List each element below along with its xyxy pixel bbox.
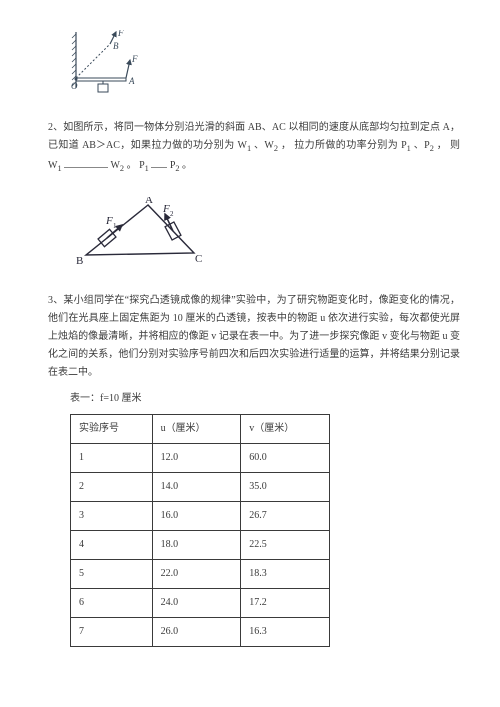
table-1: 实验序号u（厘米）v（厘米） 112.060.0214.035.0316.026… [70,414,330,647]
table1-cell-5-2: 17.2 [241,588,330,617]
table1-cell-3-0: 4 [71,530,153,559]
table1-cell-5-0: 6 [71,588,153,617]
table-row: 214.035.0 [71,472,330,501]
table1-cell-2-1: 16.0 [152,501,241,530]
table-row: 418.022.5 [71,530,330,559]
q2-text-d: 、P [414,140,430,151]
table-row: 522.018.3 [71,559,330,588]
q2-text-f: W [110,160,119,171]
question-3: 3、某小组同学在“探究凸透镜成像的规律”实验中，为了研究物距变化时，像距变化的情… [48,292,460,382]
q3-text: 3、某小组同学在“探究凸透镜成像的规律”实验中，为了研究物距变化时，像距变化的情… [48,295,460,378]
svg-text:F: F [131,54,138,64]
figure-pulley: OABFF [70,30,460,109]
table1-cell-4-0: 5 [71,559,153,588]
table1-cell-2-2: 26.7 [241,501,330,530]
svg-text:A: A [128,76,135,86]
svg-text:1: 1 [113,222,117,230]
q2-s8: 2 [175,164,179,173]
q2-text-g: 。 P [127,160,145,171]
table1-cell-0-1: 12.0 [152,443,241,472]
q2-s6: 2 [120,164,124,173]
table-row: 316.026.7 [71,501,330,530]
table1-cell-1-1: 14.0 [152,472,241,501]
table-row: 112.060.0 [71,443,330,472]
table1-cell-1-2: 35.0 [241,472,330,501]
table1-caption: 表一：f=10 厘米 [70,390,460,408]
q2-s4: 2 [430,144,434,153]
svg-text:C: C [195,253,202,265]
figure-incline: ABCF1F2 [70,197,460,282]
q2-text-c: ， 拉力所做的功率分别为 P [281,140,407,151]
blank-w1w2 [64,159,108,168]
table1-cell-6-1: 26.0 [152,617,241,646]
q2-s2: 2 [274,144,278,153]
q2-s1: 1 [247,144,251,153]
svg-text:F: F [162,203,170,215]
table-row: 624.017.2 [71,588,330,617]
svg-text:B: B [76,255,83,267]
q2-s3: 1 [407,144,411,153]
svg-text:B: B [113,41,119,51]
q2-s5: 1 [57,164,61,173]
table1-cell-6-0: 7 [71,617,153,646]
figure-pulley-svg: OABFF [70,30,148,102]
blank-p1p2 [151,159,167,168]
table1-header-1: u（厘米） [152,414,241,443]
table1-cell-3-2: 22.5 [241,530,330,559]
table-row: 726.016.3 [71,617,330,646]
table1-cell-3-1: 18.0 [152,530,241,559]
table1-header-2: v（厘米） [241,414,330,443]
svg-text:F: F [105,215,113,227]
svg-text:2: 2 [170,210,174,218]
svg-text:F: F [117,30,124,38]
table1-header-0: 实验序号 [71,414,153,443]
table1-cell-2-0: 3 [71,501,153,530]
table1-cell-5-1: 24.0 [152,588,241,617]
svg-text:O: O [71,81,78,91]
table1-cell-1-0: 2 [71,472,153,501]
table1-cell-0-2: 60.0 [241,443,330,472]
svg-text:A: A [145,197,153,206]
q2-s7: 1 [145,164,149,173]
question-2: 2、如图所示，将同一物体分别沿光滑的斜面 AB、AC 以相同的速度从底部均匀拉到… [48,119,460,177]
table1-cell-4-2: 18.3 [241,559,330,588]
table1-cell-0-0: 1 [71,443,153,472]
figure-incline-svg: ABCF1F2 [70,197,210,275]
table1-cell-6-2: 16.3 [241,617,330,646]
q2-text-b: 、W [254,140,274,151]
q2-text-i: 。 [182,160,192,171]
table1-cell-4-1: 22.0 [152,559,241,588]
